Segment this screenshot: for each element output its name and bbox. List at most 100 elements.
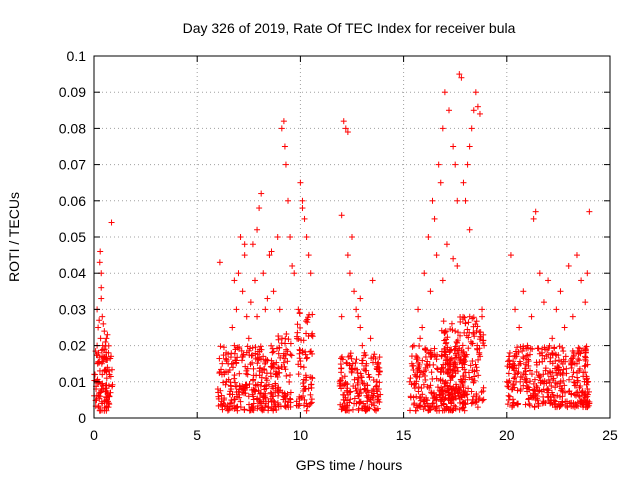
data-point: [214, 386, 221, 393]
data-point: [429, 400, 436, 407]
data-point: [583, 381, 590, 388]
data-point: [419, 324, 426, 331]
data-point: [525, 345, 532, 352]
data-point: [447, 347, 454, 354]
data-point: [422, 346, 429, 353]
x-tick-label: 25: [602, 427, 618, 443]
data-point: [559, 399, 566, 406]
data-point: [364, 398, 371, 405]
data-point: [522, 365, 529, 372]
data-point: [580, 396, 587, 403]
data-point: [427, 382, 434, 389]
data-point: [340, 396, 347, 403]
data-point: [243, 370, 250, 377]
data-point: [450, 255, 457, 262]
data-point: [354, 379, 361, 386]
data-point: [543, 380, 550, 387]
data-point: [264, 295, 271, 302]
data-point: [570, 369, 577, 376]
data-point: [219, 360, 226, 367]
data-point: [457, 376, 464, 383]
data-point: [444, 344, 451, 351]
data-point: [531, 404, 538, 411]
data-point: [536, 374, 543, 381]
data-point: [584, 379, 591, 386]
data-point: [445, 396, 452, 403]
data-point: [464, 161, 471, 168]
data-point: [441, 345, 448, 352]
data-point: [305, 333, 312, 340]
data-point: [271, 398, 278, 405]
data-point: [440, 401, 447, 408]
data-point: [288, 352, 295, 359]
data-point: [442, 328, 449, 335]
data-point: [221, 396, 228, 403]
data-point: [301, 386, 308, 393]
data-point: [504, 358, 511, 365]
data-point: [251, 277, 258, 284]
data-point: [243, 313, 250, 320]
data-points: [91, 71, 593, 414]
data-point: [254, 360, 261, 367]
data-point: [299, 205, 306, 212]
data-point: [104, 331, 111, 338]
data-point: [355, 407, 362, 414]
data-point: [262, 306, 269, 313]
data-point: [454, 262, 461, 269]
data-point: [231, 277, 238, 284]
data-point: [417, 335, 424, 342]
data-point: [569, 373, 576, 380]
data-point: [244, 371, 251, 378]
data-point: [287, 351, 294, 358]
data-point: [575, 344, 582, 351]
data-point: [253, 382, 260, 389]
data-point: [428, 390, 435, 397]
data-point: [441, 407, 448, 414]
data-point: [246, 381, 253, 388]
data-point: [259, 405, 266, 412]
data-point: [360, 366, 367, 373]
data-point: [217, 343, 224, 350]
data-point: [278, 335, 285, 342]
data-point: [309, 311, 316, 318]
data-point: [558, 387, 565, 394]
data-point: [303, 355, 310, 362]
data-point: [476, 110, 483, 117]
data-point: [346, 270, 353, 277]
data-point: [520, 288, 527, 295]
data-point: [357, 386, 364, 393]
data-point: [285, 336, 292, 343]
data-point: [275, 336, 282, 343]
data-point: [308, 399, 315, 406]
data-point: [368, 355, 375, 362]
data-point: [357, 295, 364, 302]
data-point: [427, 347, 434, 354]
data-point: [245, 335, 252, 342]
data-point: [411, 381, 418, 388]
data-point: [423, 396, 430, 403]
data-point: [415, 388, 422, 395]
data-point: [218, 366, 225, 373]
data-point: [375, 371, 382, 378]
data-point: [376, 354, 383, 361]
data-point: [274, 373, 281, 380]
data-point: [582, 299, 589, 306]
data-point: [422, 376, 429, 383]
data-point: [361, 404, 368, 411]
data-point: [452, 361, 459, 368]
data-point: [545, 277, 552, 284]
data-point: [371, 388, 378, 395]
data-point: [231, 350, 238, 357]
data-point: [358, 374, 365, 381]
data-point: [473, 318, 480, 325]
data-point: [372, 355, 379, 362]
data-point: [561, 324, 568, 331]
data-point: [269, 349, 276, 356]
data-point: [516, 324, 523, 331]
data-point: [457, 332, 464, 339]
data-point: [102, 382, 109, 389]
x-tick-label: 15: [396, 427, 412, 443]
data-point: [280, 118, 287, 125]
data-point: [533, 368, 540, 375]
data-point: [270, 348, 277, 355]
